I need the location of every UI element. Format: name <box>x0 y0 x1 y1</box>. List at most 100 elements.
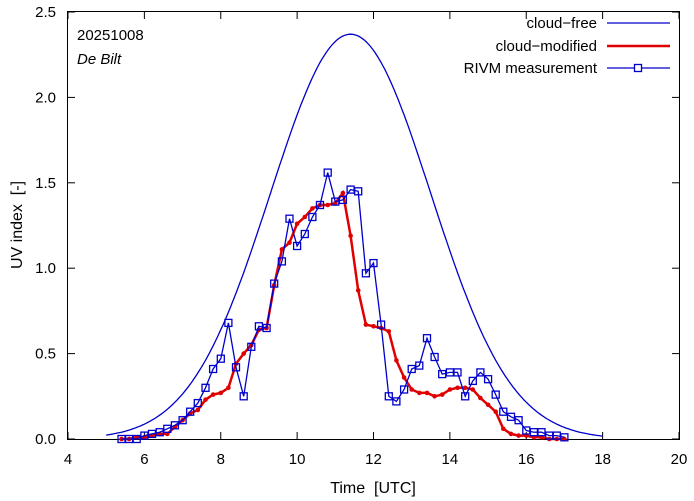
x-tick-label: 8 <box>217 451 225 468</box>
rivm-measurement-line <box>121 172 565 440</box>
rivm-measurement-point <box>239 392 248 401</box>
cloud-modified-point <box>417 390 422 396</box>
rivm-measurement-point <box>354 187 363 196</box>
y-tick-label: 2.0 <box>35 89 56 106</box>
x-tick-label: 4 <box>64 451 72 468</box>
x-axis-ticks: 4 6 8 10 12 14 16 18 20 <box>64 12 688 468</box>
cloud-modified-point <box>516 433 521 438</box>
rivm-measurement-point <box>254 322 264 331</box>
cloud-modified-point <box>325 202 331 208</box>
cloud-modified-point <box>279 247 285 252</box>
rivm-measurement-point <box>147 429 157 439</box>
rivm-measurement-point <box>308 212 317 222</box>
series-cloud-modified <box>119 189 567 442</box>
rivm-measurement-point <box>208 364 218 374</box>
cloud-modified-point <box>355 288 361 293</box>
x-tick-label: 16 <box>518 451 535 468</box>
rivm-measurement-point <box>491 390 500 399</box>
rivm-measurement-point <box>170 421 180 430</box>
date-annotation: 20251008 <box>77 27 144 44</box>
rivm-measurement-point <box>132 434 141 444</box>
rivm-measurement-point <box>178 416 187 425</box>
rivm-measurement-point <box>560 433 569 442</box>
rivm-measurement-point <box>323 168 332 177</box>
cloud-modified-point <box>447 387 453 392</box>
cloud-modified-point <box>241 351 246 356</box>
rivm-measurement-point <box>262 323 271 333</box>
rivm-measurement-point <box>453 368 462 377</box>
legend: cloud−free cloud−modified RIVM measureme… <box>464 15 670 77</box>
rivm-measurement-point <box>300 229 309 239</box>
rivm-measurement-point <box>399 385 409 394</box>
rivm-measurement-point <box>483 375 493 384</box>
x-tick-label: 10 <box>289 451 306 468</box>
cloud-free-line <box>106 33 603 437</box>
cloud-modified-point <box>409 387 415 392</box>
y-tick-label: 1.5 <box>35 175 56 192</box>
y-axis-label: UV index [-] <box>9 181 26 269</box>
x-tick-label: 14 <box>442 451 459 468</box>
cloud-modified-point <box>401 375 407 380</box>
cloud-modified-point <box>439 392 445 397</box>
legend-swatch-rivm-marker <box>633 63 643 73</box>
rivm-measurement-point <box>285 214 294 223</box>
rivm-measurement-point <box>499 407 508 416</box>
cloud-modified-point <box>462 385 468 391</box>
legend-label-cloud-free: cloud−free <box>527 15 597 32</box>
y-axis-ticks: 0.0 0.5 1.0 1.5 2.0 2.5 <box>35 4 679 448</box>
legend-label-rivm-measurement: RIVM measurement <box>464 60 598 77</box>
cloud-modified-line <box>121 189 565 441</box>
y-tick-label: 2.5 <box>35 4 56 21</box>
rivm-measurement-point <box>430 352 439 362</box>
rivm-measurement-point <box>468 376 477 386</box>
cloud-modified-point <box>455 385 460 391</box>
cloud-modified-point <box>310 206 315 211</box>
rivm-measurement-point <box>438 369 447 379</box>
rivm-measurement-point <box>216 354 225 363</box>
location-annotation: De Bilt <box>77 51 122 68</box>
cloud-modified-point <box>302 214 308 220</box>
rivm-measurement-point <box>392 397 401 406</box>
cloud-modified-point <box>493 409 499 415</box>
rivm-measurement-point <box>461 392 470 401</box>
cloud-modified-point <box>470 387 476 392</box>
cloud-modified-point <box>203 397 208 403</box>
rivm-measurement-point <box>369 258 378 268</box>
cloud-modified-point <box>348 233 353 238</box>
cloud-modified-point <box>226 385 231 391</box>
y-tick-label: 0.0 <box>35 431 56 448</box>
rivm-measurement-point <box>384 392 393 401</box>
rivm-measurement-point <box>247 342 256 351</box>
rivm-measurement-point <box>201 383 210 392</box>
cloud-modified-point <box>424 390 430 396</box>
rivm-measurement-point <box>338 195 348 205</box>
cloud-modified-point <box>394 358 399 363</box>
x-tick-label: 20 <box>671 451 688 468</box>
rivm-measurement-point <box>292 241 302 251</box>
series-cloud-free <box>106 33 603 437</box>
x-axis-label: Time [UTC] <box>330 480 416 497</box>
cloud-modified-point <box>371 324 376 329</box>
rivm-measurement-point <box>270 279 279 288</box>
x-tick-label: 12 <box>365 451 382 468</box>
rivm-measurement-point <box>315 200 325 210</box>
rivm-measurement-point <box>537 428 546 437</box>
cloud-modified-point <box>478 395 483 401</box>
cloud-modified-point <box>386 329 392 334</box>
legend-label-cloud-modified: cloud−modified <box>496 38 597 55</box>
x-tick-label: 18 <box>594 451 611 468</box>
rivm-measurement-point <box>231 363 241 372</box>
cloud-modified-point <box>218 390 224 396</box>
cloud-modified-point <box>432 394 437 399</box>
series-rivm-measurement <box>117 168 569 444</box>
x-tick-label: 6 <box>140 451 148 468</box>
cloud-modified-point <box>501 426 506 432</box>
cloud-modified-point <box>195 407 201 413</box>
y-tick-label: 0.5 <box>35 346 56 363</box>
rivm-measurement-point <box>193 398 202 408</box>
rivm-measurement-point <box>376 320 386 329</box>
cloud-modified-point <box>485 402 491 408</box>
rivm-measurement-point <box>514 416 523 425</box>
rivm-measurement-point <box>277 257 287 266</box>
